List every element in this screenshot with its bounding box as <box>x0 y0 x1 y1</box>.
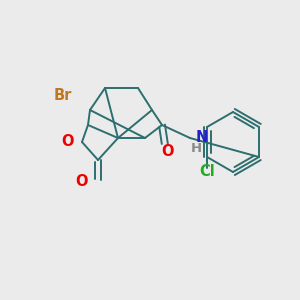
Text: H: H <box>190 142 202 154</box>
Text: O: O <box>162 145 174 160</box>
Text: O: O <box>62 134 74 149</box>
Text: N: N <box>196 130 208 145</box>
Text: Cl: Cl <box>199 164 215 178</box>
Text: O: O <box>76 175 88 190</box>
Text: Br: Br <box>54 88 72 103</box>
